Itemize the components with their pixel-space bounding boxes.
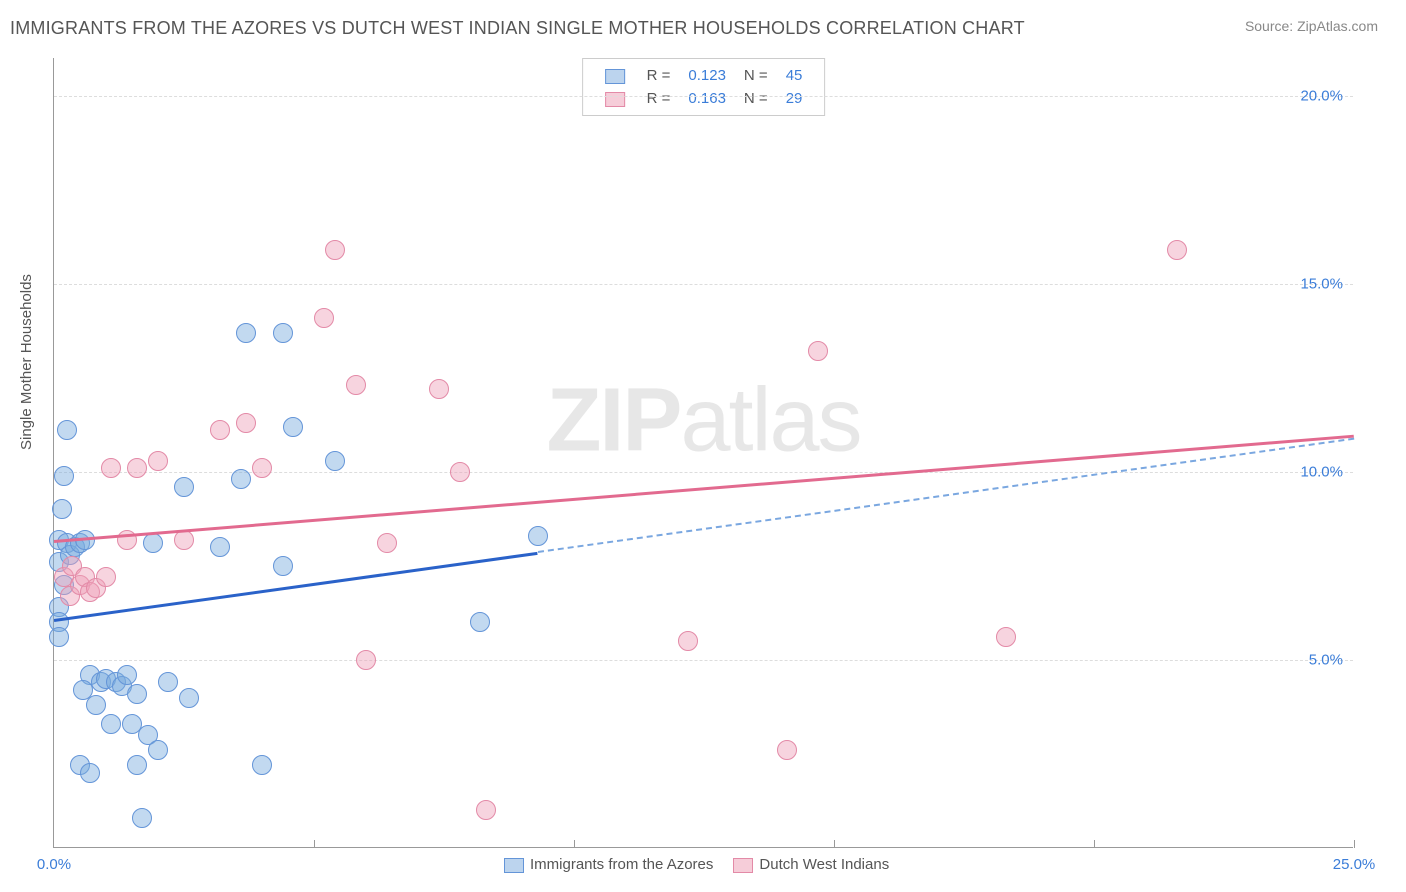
x-tick-label: 0.0% [37,856,71,873]
gridline [54,660,1353,661]
legend-n-label: N = [736,65,776,86]
data-point-dutch [996,627,1016,647]
series-legend: Immigrants from the Azores Dutch West Ind… [484,856,889,873]
legend-n-value: 29 [778,88,811,109]
data-point-dutch [101,458,121,478]
legend-r-value: 0.163 [680,88,734,109]
data-point-azores [470,612,490,632]
data-point-dutch [236,413,256,433]
data-point-azores [174,477,194,497]
scatter-plot-area: ZIPatlas R =0.123N =45R =0.163N =29 5.0%… [53,58,1353,848]
data-point-dutch [325,240,345,260]
x-tick-mark [1094,840,1095,848]
data-point-dutch [777,740,797,760]
data-point-azores [528,526,548,546]
data-point-azores [273,556,293,576]
data-point-dutch [346,375,366,395]
data-point-dutch [252,458,272,478]
legend-n-label: N = [736,88,776,109]
source-label: Source: [1245,18,1297,34]
trendline-azores [54,551,538,621]
watermark-bold: ZIP [546,370,680,470]
chart-title: IMMIGRANTS FROM THE AZORES VS DUTCH WEST… [10,18,1025,39]
watermark: ZIPatlas [546,369,860,472]
data-point-azores [252,755,272,775]
legend-swatch-dutch [605,92,625,107]
data-point-dutch [808,341,828,361]
data-point-azores [86,695,106,715]
data-point-dutch [127,458,147,478]
data-point-dutch [450,462,470,482]
data-point-azores [49,627,69,647]
legend-row-azores: R =0.123N =45 [597,65,811,86]
data-point-azores [273,323,293,343]
gridline [54,284,1353,285]
data-point-azores [158,672,178,692]
data-point-azores [179,688,199,708]
y-tick-label: 15.0% [1300,275,1343,292]
legend-r-value: 0.123 [680,65,734,86]
data-point-azores [80,763,100,783]
data-point-dutch [678,631,698,651]
data-point-azores [325,451,345,471]
x-tick-mark [574,840,575,848]
x-tick-mark [314,840,315,848]
source-name: ZipAtlas.com [1297,18,1378,34]
data-point-azores [132,808,152,828]
data-point-azores [57,420,77,440]
data-point-azores [117,665,137,685]
source-attribution: Source: ZipAtlas.com [1245,18,1378,34]
legend-n-value: 45 [778,65,811,86]
watermark-light: atlas [680,370,860,470]
data-point-azores [127,755,147,775]
y-tick-label: 20.0% [1300,87,1343,104]
data-point-azores [148,740,168,760]
data-point-azores [283,417,303,437]
x-tick-mark [1354,840,1355,848]
data-point-dutch [96,567,116,587]
legend-r-label: R = [639,88,679,109]
data-point-dutch [476,800,496,820]
data-point-dutch [148,451,168,471]
y-axis-label: Single Mother Households [18,274,35,450]
data-point-dutch [377,533,397,553]
legend-row-dutch: R =0.163N =29 [597,88,811,109]
data-point-azores [236,323,256,343]
legend-r-label: R = [639,65,679,86]
y-tick-label: 5.0% [1309,651,1343,668]
legend-swatch-azores [605,69,625,84]
legend-swatch-dutch [733,858,753,873]
correlation-legend-table: R =0.123N =45R =0.163N =29 [595,63,813,111]
legend-swatch-azores [504,858,524,873]
data-point-azores [231,469,251,489]
data-point-dutch [314,308,334,328]
data-point-azores [52,499,72,519]
legend-label-dutch: Dutch West Indians [759,856,889,873]
legend-label-azores: Immigrants from the Azores [530,856,713,873]
correlation-legend: R =0.123N =45R =0.163N =29 [582,58,826,116]
gridline [54,96,1353,97]
x-tick-mark [834,840,835,848]
data-point-azores [54,466,74,486]
x-tick-label: 25.0% [1333,856,1376,873]
data-point-azores [127,684,147,704]
y-tick-label: 10.0% [1300,463,1343,480]
data-point-dutch [1167,240,1187,260]
trendline-azores [537,438,1354,553]
data-point-dutch [210,420,230,440]
trendline-dutch [54,434,1354,542]
data-point-dutch [356,650,376,670]
data-point-azores [210,537,230,557]
data-point-azores [143,533,163,553]
data-point-azores [101,714,121,734]
data-point-dutch [429,379,449,399]
